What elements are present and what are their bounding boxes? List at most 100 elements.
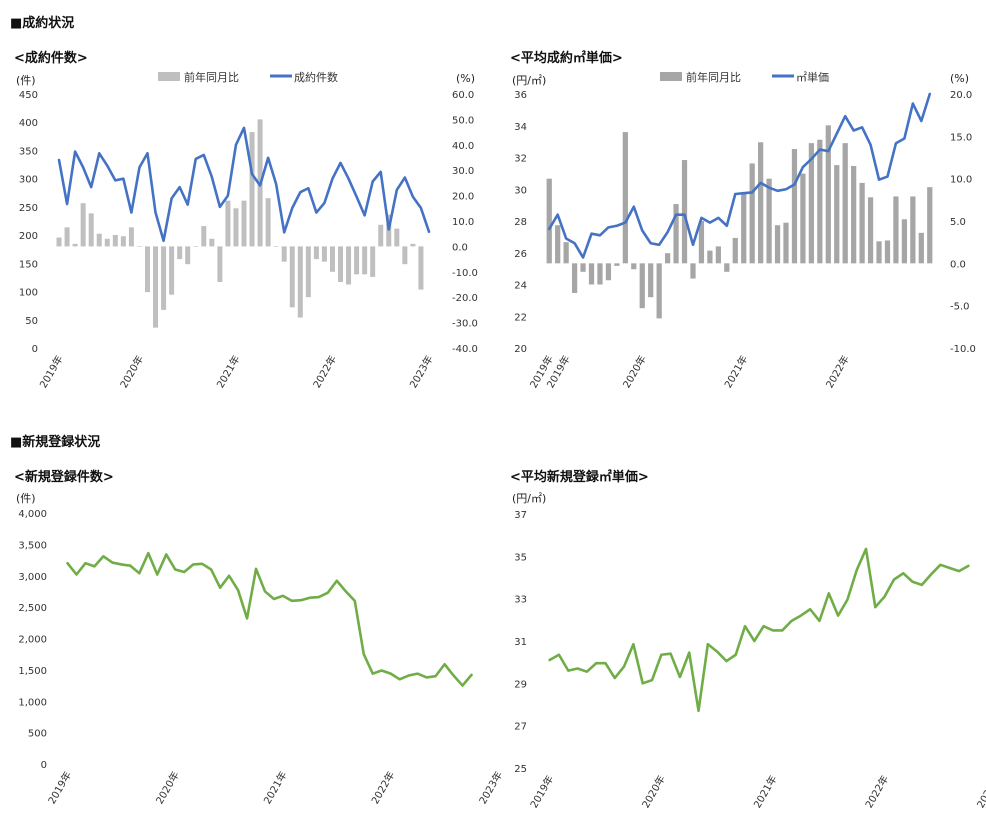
c1-right-tick-label: 0.0: [452, 242, 468, 253]
c2-left-tick-label: 36: [514, 90, 527, 101]
c1-left-tick-label: 150: [19, 259, 38, 270]
c4-x-tick-label: 2021年: [751, 773, 780, 810]
c4-left-tick-label: 27: [514, 722, 527, 733]
c2-bar: [749, 163, 755, 264]
c4-left-tick-label: 35: [514, 552, 527, 563]
c2-bar: [741, 193, 747, 264]
c2-line-series: [547, 92, 932, 259]
chart-title-contract-unit-price: <平均成約㎡単価>: [510, 51, 623, 66]
c4-x-tick-label: 2022年: [862, 773, 891, 810]
c2-bar: [774, 225, 781, 264]
c3-line-series: [66, 551, 473, 687]
c4-left-tick-label: 31: [514, 637, 527, 648]
c1-bar: [297, 246, 303, 318]
c1-right-tick-label: -40.0: [452, 344, 478, 355]
c2-bar: [546, 178, 552, 264]
c1-x-tick-label: 2023年: [407, 353, 436, 390]
c2-left-tick-label: 30: [514, 185, 527, 196]
c3-left-tick-label: 3,000: [18, 572, 47, 583]
c1-right-tick-label: 10.0: [452, 217, 474, 228]
c2-bar: [859, 182, 865, 264]
c2-bar: [867, 197, 874, 264]
c2-bar: [842, 143, 848, 264]
c1-bar: [305, 246, 311, 298]
c1-bar: [88, 213, 94, 247]
c2-left-tick-label: 28: [514, 217, 527, 228]
c4-x-tick-label: 2020年: [639, 773, 668, 810]
c3-x-tick-label: 2022年: [368, 769, 397, 806]
c1-left-tick-label: 400: [19, 118, 38, 129]
c1-bar: [378, 224, 384, 247]
c1-bar: [153, 246, 159, 328]
c2-bar: [732, 237, 738, 264]
c2-bar: [800, 173, 806, 264]
c3-x-tick-label: 2023年: [476, 769, 505, 806]
c1-bar: [104, 238, 110, 247]
c1-bar: [410, 243, 416, 247]
c2-bar: [707, 250, 713, 264]
c2-bar: [622, 132, 628, 264]
c2-x-tick-label: 2022年: [823, 353, 852, 390]
c2-bar: [656, 263, 662, 319]
c1-bar: [249, 132, 255, 247]
c2-left-tick-label: 22: [514, 312, 527, 323]
c2-bar: [783, 222, 789, 264]
c1-x-tick-label: 2020年: [117, 353, 146, 390]
c2-bar: [715, 246, 721, 264]
c1-bar: [112, 234, 118, 247]
c1-bar: [64, 227, 70, 247]
c2-bar: [563, 242, 569, 264]
c1-right-tick-label: -20.0: [452, 293, 478, 304]
c1-bar: [136, 246, 142, 247]
c1-right-tick-label: 40.0: [452, 141, 474, 152]
c2-left-tick-label: 26: [514, 249, 527, 260]
c1-bar: [289, 246, 295, 308]
c2-legend-bar-swatch: [660, 72, 682, 81]
c4-left-tick-label: 37: [514, 510, 527, 521]
c3-left-tick-label: 3,500: [18, 540, 47, 551]
c1-right-tick-label: -30.0: [452, 319, 478, 330]
c1-left-tick-label: 300: [19, 175, 38, 186]
c2-x-tick-label: 2021年: [721, 353, 750, 390]
c3-left-tick-label: 1,000: [18, 697, 47, 708]
c1-left-unit: (件): [16, 74, 36, 87]
c2-right-tick-label: 15.0: [950, 132, 972, 143]
c2-right-tick-label: -10.0: [950, 344, 976, 355]
c3-x-tick-label: 2019年: [45, 769, 74, 806]
c1-bar: [370, 246, 376, 277]
c1-x-tick-label: 2022年: [310, 353, 339, 390]
c1-bar: [72, 243, 78, 247]
c2-right-tick-label: 10.0: [950, 175, 972, 186]
c1-right-tick-label: 20.0: [452, 192, 474, 203]
c1-legend-line-label: 成約件数: [294, 70, 338, 84]
c2-bar: [825, 125, 831, 264]
c1-right-unit: (%): [456, 72, 476, 85]
c1-left-tick-label: 250: [19, 203, 38, 214]
c4-left-tick-label: 33: [514, 595, 527, 606]
c1-legend-bar-label: 前年同月比: [184, 70, 239, 84]
c2-bar: [698, 221, 705, 264]
c2-bar: [639, 263, 645, 309]
c1-right-tick-label: 50.0: [452, 115, 474, 126]
c2-bar: [681, 160, 688, 264]
c2-right-tick-label: 20.0: [950, 90, 972, 101]
c2-bar: [808, 143, 814, 264]
c2-bar: [665, 253, 671, 264]
c4-line-series: [548, 547, 970, 713]
c3-x-tick-label: 2020年: [153, 769, 182, 806]
c1-bar: [56, 237, 62, 247]
chart-title-new-listing-unit-price: <平均新規登録㎡単価>: [510, 470, 649, 485]
c1-bar: [201, 226, 207, 247]
c2-bar: [918, 232, 924, 264]
c4-left-tick-label: 25: [514, 764, 527, 775]
c2-bar: [555, 225, 561, 264]
c1-left-tick-label: 100: [19, 288, 38, 299]
c3-left-tick-label: 4,000: [18, 509, 47, 520]
c2-left-tick-label: 34: [514, 122, 527, 133]
c2-bar: [817, 139, 823, 264]
c1-bar: [161, 246, 167, 310]
c1-bar: [169, 246, 175, 295]
c1-bar: [338, 246, 344, 282]
c2-bar: [673, 204, 679, 264]
c1-bar: [418, 246, 424, 290]
